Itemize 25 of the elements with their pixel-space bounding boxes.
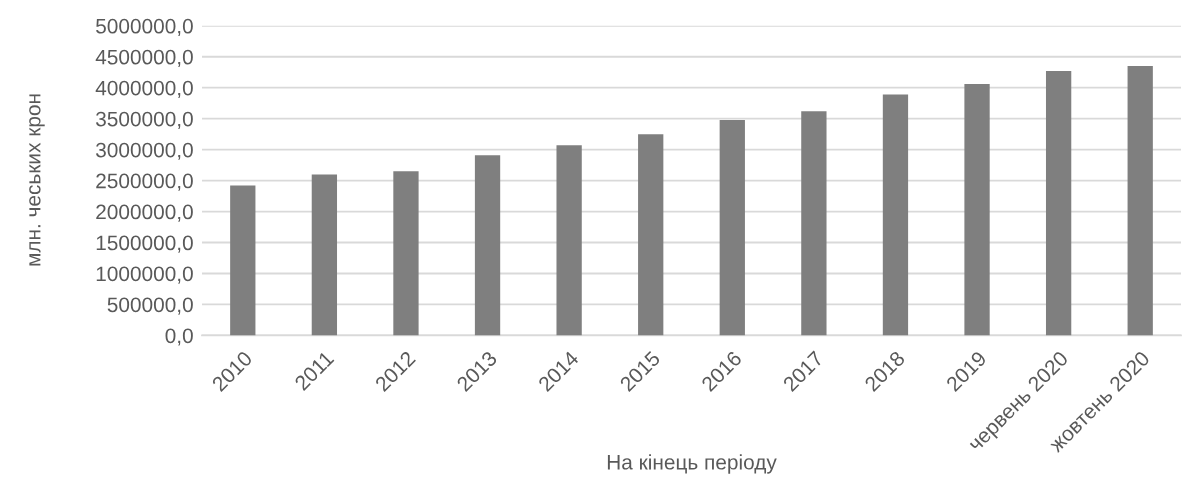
y-tick-label: 500000,0: [107, 297, 193, 315]
bar: [801, 111, 827, 336]
bar: [638, 134, 664, 336]
x-axis-title: На кінець періоду: [607, 454, 777, 474]
y-tick-label: 4000000,0: [95, 80, 193, 98]
bar: [311, 174, 338, 336]
y-tick-label: 2500000,0: [96, 173, 193, 191]
y-tick-label: 3500000,0: [95, 111, 193, 129]
y-tick-label: 3000000,0: [95, 142, 193, 160]
y-tick-label: 2000000,0: [96, 204, 193, 222]
bar: [1045, 71, 1072, 336]
bar: [474, 155, 501, 336]
y-tick-label: 5000000,0: [96, 18, 193, 37]
bar: [230, 185, 256, 336]
y-tick-label: 0,0: [165, 328, 193, 346]
bar: [556, 145, 582, 336]
bar: [719, 119, 745, 336]
y-tick-label: 4500000,0: [95, 49, 193, 67]
bar: [393, 171, 419, 336]
bar: [1127, 66, 1153, 336]
bar: [964, 84, 990, 336]
y-axis-title: млн. чеських крон: [29, 94, 45, 266]
bar: [882, 94, 909, 336]
y-tick-label: 1000000,0: [96, 266, 193, 284]
y-tick-label: 1500000,0: [96, 235, 193, 253]
